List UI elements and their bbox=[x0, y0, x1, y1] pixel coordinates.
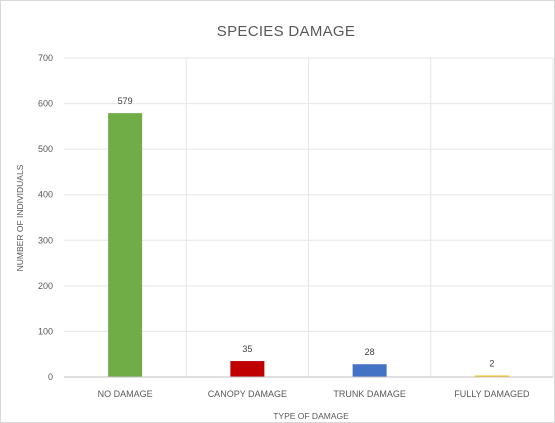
bar-1 bbox=[230, 361, 265, 377]
x-category-label: FULLY DAMAGED bbox=[454, 389, 530, 399]
y-tick-label: 0 bbox=[48, 372, 53, 382]
x-axis-label: TYPE OF DAMAGE bbox=[273, 411, 349, 421]
y-tick-label: 400 bbox=[38, 190, 53, 200]
y-tick-label: 200 bbox=[38, 281, 53, 291]
y-axis-label: NUMBER OF INDIVIDUALS bbox=[15, 164, 25, 271]
data-label-3: 2 bbox=[489, 359, 494, 369]
y-tick-label: 300 bbox=[38, 235, 53, 245]
bars bbox=[108, 113, 509, 378]
x-category-label: TRUNK DAMAGE bbox=[333, 389, 406, 399]
data-label-0: 579 bbox=[118, 96, 133, 106]
y-tick-label: 500 bbox=[38, 144, 53, 154]
data-label-2: 28 bbox=[365, 347, 375, 357]
x-category-label: NO DAMAGE bbox=[98, 389, 153, 399]
bar-0 bbox=[108, 113, 143, 378]
data-labels: 579 35 28 2 bbox=[118, 96, 495, 368]
gridlines bbox=[64, 57, 554, 377]
data-label-1: 35 bbox=[242, 344, 252, 354]
chart-title: SPECIES DAMAGE bbox=[217, 23, 355, 40]
bar-2 bbox=[352, 364, 387, 377]
y-tick-label: 600 bbox=[38, 99, 53, 109]
y-tick-label: 700 bbox=[38, 53, 53, 63]
y-tick-label: 100 bbox=[38, 326, 53, 336]
y-axis-ticks: 0 100 200 300 400 500 600 700 bbox=[38, 53, 53, 382]
x-axis-categories: NO DAMAGE CANOPY DAMAGE TRUNK DAMAGE FULLY … bbox=[98, 389, 530, 399]
bar-3 bbox=[474, 375, 509, 377]
x-category-label: CANOPY DAMAGE bbox=[208, 389, 287, 399]
